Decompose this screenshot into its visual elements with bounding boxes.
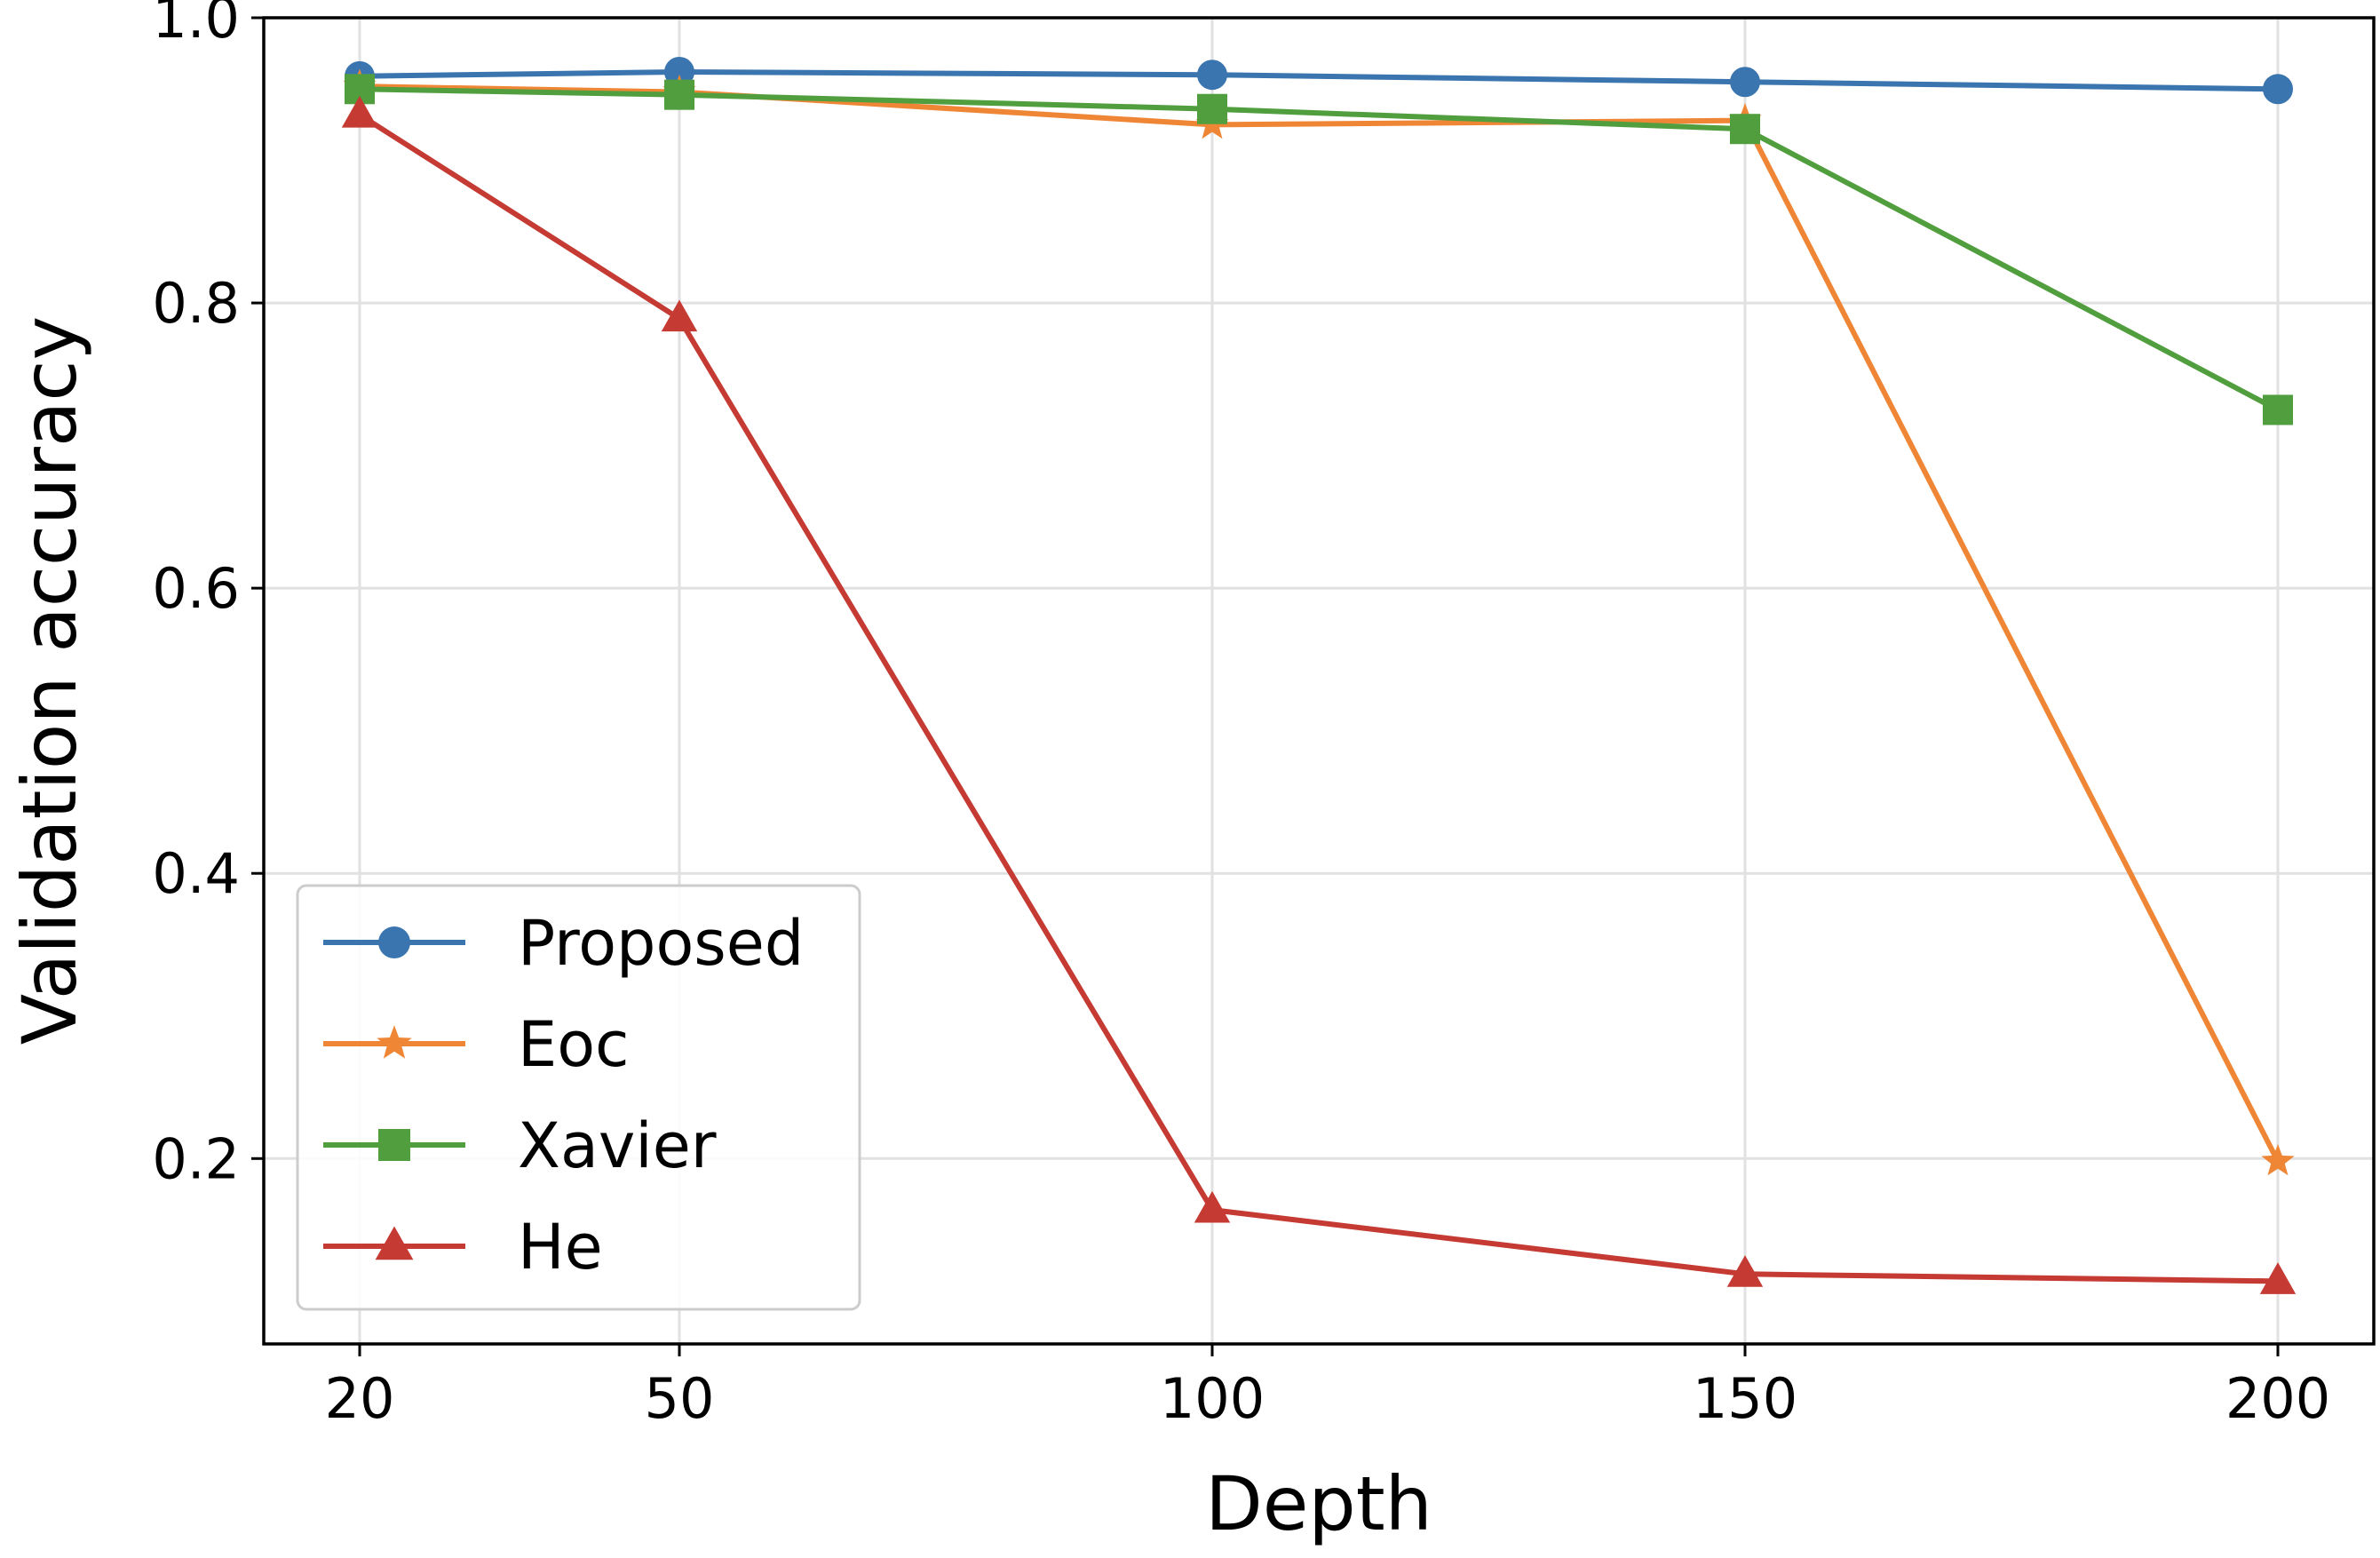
legend-box <box>296 884 861 1311</box>
ticks: 20 50 100 150 200 0.2 0.4 0.6 0.8 1.0 <box>152 0 2330 1431</box>
legend-label-proposed: Proposed <box>518 907 804 980</box>
legend-marker-he <box>375 1226 414 1260</box>
data-point-proposed <box>664 57 694 88</box>
series-line-proposed <box>359 69 2279 92</box>
series-layer <box>341 57 2297 1294</box>
data-point-xavier <box>664 79 694 110</box>
y-tick-label: 0.8 <box>152 271 240 336</box>
legend-marker-proposed <box>378 926 410 958</box>
series-he <box>341 95 2297 1294</box>
y-tick-label: 0.6 <box>152 556 240 621</box>
data-point-proposed <box>1730 67 1760 98</box>
y-tick-label: 0.4 <box>152 841 240 906</box>
x-tick-label: 150 <box>1693 1366 1797 1431</box>
series-line-xavier <box>359 86 2280 413</box>
data-point-he <box>661 299 698 332</box>
series-xavier <box>345 74 2293 425</box>
data-point-he <box>1726 1255 1764 1287</box>
data-point-eoc <box>2261 1144 2295 1176</box>
x-tick-label: 100 <box>1160 1366 1265 1431</box>
x-tick-label: 50 <box>645 1366 715 1431</box>
data-point-he <box>2259 1262 2297 1294</box>
data-point-xavier <box>2263 394 2293 425</box>
legend-label-eoc: Eoc <box>518 1008 630 1081</box>
y-tick-label: 0.2 <box>152 1126 240 1191</box>
data-point-he <box>1194 1190 1231 1223</box>
x-tick-label: 200 <box>2225 1366 2330 1431</box>
data-point-proposed <box>1197 60 1227 91</box>
data-point-xavier <box>1197 93 1227 124</box>
data-point-xavier <box>1730 114 1760 145</box>
x-tick-label: 20 <box>325 1366 395 1431</box>
legend-marker-eoc <box>377 1025 412 1059</box>
y-axis-label: Validation accuracy <box>6 316 93 1045</box>
y-tick-label: 1.0 <box>152 0 240 51</box>
legend-marker-xavier <box>378 1129 410 1161</box>
x-axis-label: Depth <box>1205 1460 1432 1547</box>
legend-label-xavier: Xavier <box>518 1109 717 1182</box>
legend-label-he: He <box>518 1211 603 1284</box>
data-point-proposed <box>2263 74 2293 105</box>
data-point-he <box>341 95 378 128</box>
series-proposed <box>345 57 2293 105</box>
legend: Proposed Eoc Xavier He <box>296 884 861 1311</box>
plot-frame <box>262 16 2376 1346</box>
